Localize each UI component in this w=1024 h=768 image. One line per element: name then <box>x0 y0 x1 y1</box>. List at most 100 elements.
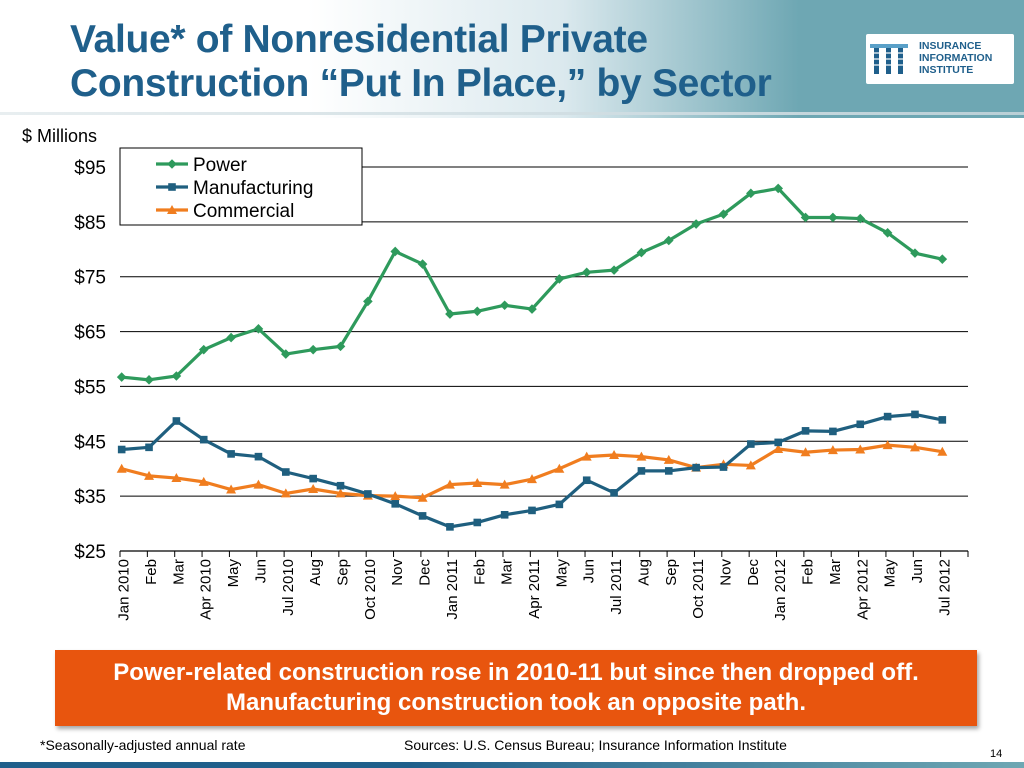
x-tick-label: Jun <box>252 559 269 583</box>
data-point <box>445 309 455 319</box>
data-point <box>226 332 236 343</box>
data-point <box>116 463 127 473</box>
series-manufacturing <box>117 410 947 531</box>
legend-entry: Manufacturing <box>156 178 313 199</box>
data-point <box>554 274 565 284</box>
data-point <box>882 228 893 238</box>
data-point <box>499 479 510 489</box>
x-tick-label: Nov <box>389 559 406 586</box>
y-tick-label: $35 <box>74 487 106 508</box>
data-point <box>472 477 483 487</box>
data-point <box>664 467 673 475</box>
axes: $25 $35 $45 $55 $65 $75 $85 $95 $ Millions Jan 20… <box>22 126 969 621</box>
data-point <box>308 344 318 355</box>
x-tick-label: Dec <box>417 559 434 586</box>
data-point <box>691 219 701 229</box>
data-point <box>172 417 181 425</box>
data-point <box>227 450 235 458</box>
footnote: *Seasonally-adjusted annual rate <box>40 737 246 753</box>
data-point <box>198 476 209 486</box>
data-point <box>581 451 592 461</box>
data-point <box>581 267 592 278</box>
logo-line-1: INSURANCE <box>919 40 982 52</box>
data-point <box>773 443 784 453</box>
data-point <box>309 474 317 483</box>
y-tick-label: $25 <box>74 542 106 563</box>
legend-label: Power <box>193 155 248 176</box>
data-point <box>937 254 948 264</box>
data-point <box>390 246 401 257</box>
data-point <box>909 442 920 452</box>
series <box>116 183 948 531</box>
data-point <box>336 481 345 490</box>
logo-line-2: INFORMATION <box>919 52 993 64</box>
x-tick-label: Sep <box>335 559 352 586</box>
y-tick-label: $65 <box>74 323 106 344</box>
data-point <box>281 349 291 359</box>
x-tick-label: Mar <box>827 559 844 585</box>
data-point <box>198 344 209 355</box>
y-axis-label: $ Millions <box>22 126 97 146</box>
logo-text: INSURANCE INFORMATION INSTITUTE <box>919 40 992 76</box>
data-point <box>417 259 428 269</box>
data-point <box>610 489 618 497</box>
x-tick-label: Feb <box>800 559 817 585</box>
y-tick-label: $55 <box>74 377 106 398</box>
x-tick-label: Oct 2010 <box>362 559 379 620</box>
data-point <box>828 212 838 223</box>
data-point <box>718 209 729 219</box>
x-tick-label: May <box>553 559 570 588</box>
x-tick-label: Apr 2010 <box>198 559 215 620</box>
data-point <box>144 470 155 480</box>
data-point <box>116 372 127 382</box>
data-point <box>937 446 948 456</box>
data-point <box>555 500 564 509</box>
x-tick-label: Apr 2011 <box>526 559 543 619</box>
x-tick-label: Jan 2011 <box>444 559 461 620</box>
data-point <box>663 235 674 246</box>
series-power <box>116 183 948 385</box>
slide-title: Value* of Nonresidential Private Constru… <box>70 18 772 105</box>
x-tick-label: Feb <box>471 559 488 585</box>
x-tick-label: Mar <box>170 559 187 585</box>
data-point <box>774 438 782 447</box>
data-point <box>253 479 264 489</box>
iii-logo-icon <box>870 44 908 74</box>
data-point <box>418 512 427 520</box>
x-tick-label: Jun <box>909 559 926 583</box>
data-point <box>335 341 346 352</box>
data-point <box>145 443 153 452</box>
data-point <box>527 304 537 314</box>
data-point <box>226 484 237 494</box>
data-point <box>167 205 177 214</box>
data-point <box>391 500 400 508</box>
data-point <box>773 183 783 194</box>
data-point <box>636 451 647 461</box>
data-point <box>167 159 177 169</box>
header-band <box>0 0 1024 118</box>
data-point <box>282 468 290 476</box>
data-point <box>363 296 373 307</box>
data-point <box>472 306 483 317</box>
legend-entry: Commercial <box>156 201 294 222</box>
legend-label: Manufacturing <box>193 178 313 199</box>
data-point <box>827 445 838 455</box>
data-point <box>390 491 401 501</box>
data-point <box>582 476 591 485</box>
x-tick-label: Jan 2012 <box>772 559 789 621</box>
x-tick-label: Jul 2011 <box>608 559 625 615</box>
data-point <box>500 510 509 519</box>
x-tick-label: Dec <box>745 559 762 586</box>
data-point <box>829 427 837 436</box>
y-tick-label: $45 <box>74 432 106 453</box>
sources: Sources: U.S. Census Bureau; Insurance I… <box>404 737 787 753</box>
data-point <box>335 488 346 498</box>
x-tick-label: May <box>225 559 242 588</box>
data-point <box>253 324 264 334</box>
data-point <box>609 265 619 275</box>
footer-bar <box>0 762 1024 768</box>
data-point <box>417 492 428 502</box>
series-line <box>121 443 943 500</box>
line-chart: $25 $35 $45 $55 $65 $75 $85 $95 $ Millions Jan 20… <box>22 126 969 621</box>
data-point <box>473 518 482 527</box>
